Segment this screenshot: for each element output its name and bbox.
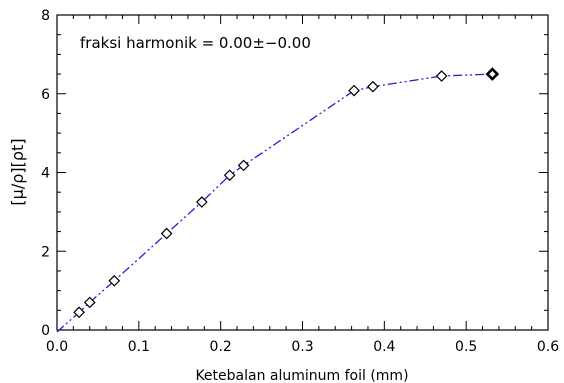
data-point-marker [108,274,121,287]
data-point-marker [195,196,208,208]
data-markers [73,67,500,319]
y-axis-title: [μ/ρ][ρt] [8,138,27,205]
data-point-marker [237,159,250,172]
data-line [56,73,493,333]
plot-frame [56,14,549,331]
axis-tick-labels: 0.0 0.1 0.2 0.3 0.4 0.5 0.6 0 2 4 6 8 [41,8,559,355]
data-point-marker [485,67,500,81]
y-tick-label: 0 [41,323,50,339]
y-tick-label: 8 [41,8,50,24]
axis-ticks [56,14,549,331]
annotation-text: fraksi harmonik = 0.00±−0.00 [80,34,311,52]
x-axis-title: Ketebalan aluminum foil (mm) [195,368,408,383]
x-tick-label: 0.1 [128,339,150,355]
y-tick-label: 2 [41,244,50,260]
data-point-marker [160,227,173,240]
x-tick-label: 0.0 [46,339,68,355]
data-point-marker [83,296,96,309]
data-point-marker [367,80,379,93]
x-tick-label: 0.3 [291,339,313,355]
data-point-marker [435,70,448,82]
data-point-marker [348,84,360,97]
y-tick-label: 6 [41,87,50,103]
x-tick-label: 0.4 [373,339,395,355]
y-tick-label: 4 [41,166,50,182]
x-tick-label: 0.5 [455,339,477,355]
data-point-marker [73,306,85,319]
x-tick-label: 0.2 [210,339,232,355]
data-point-marker [223,169,236,182]
x-tick-label: 0.6 [537,339,559,355]
